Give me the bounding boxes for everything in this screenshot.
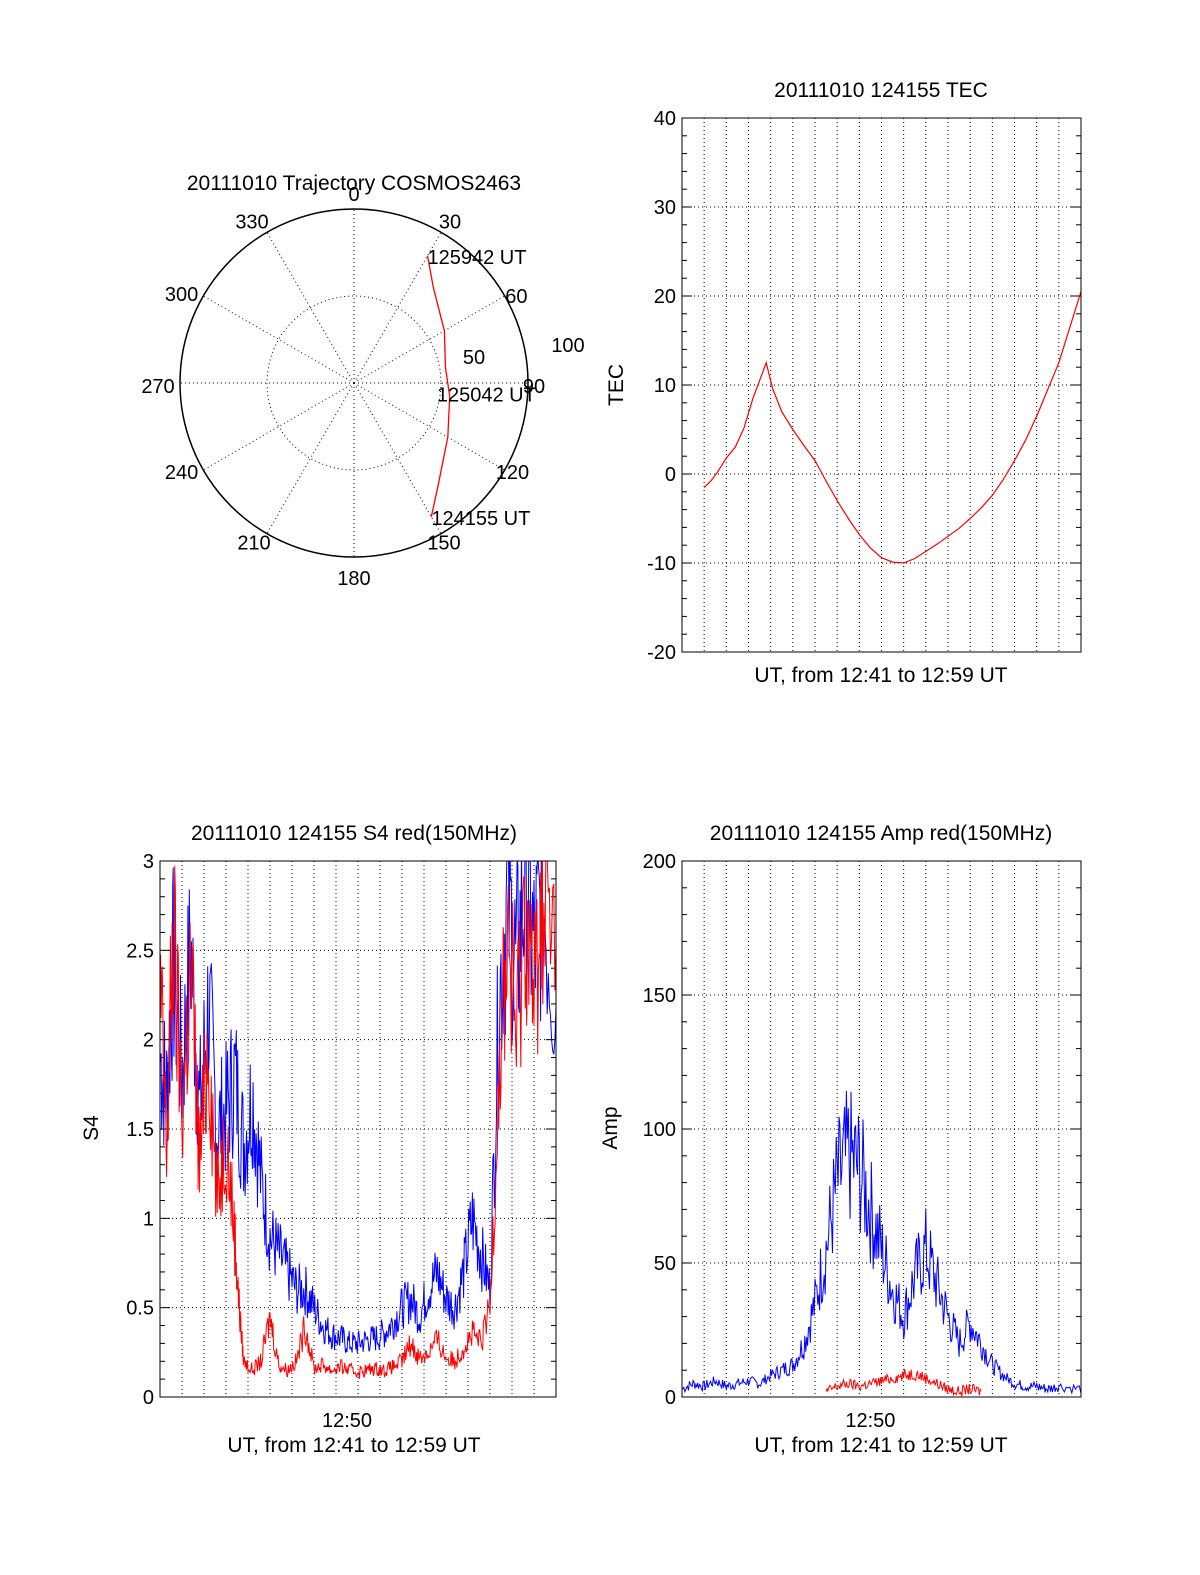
series-line bbox=[825, 1368, 982, 1397]
y-tick-label: 1.5 bbox=[126, 1119, 154, 1141]
azimuth-label: 90 bbox=[523, 376, 545, 398]
azimuth-label: 270 bbox=[141, 376, 174, 398]
s4-title: 20111010 124155 S4 red(150MHz) bbox=[191, 822, 517, 845]
time-annotation: 125042 UT bbox=[437, 385, 536, 407]
plot-frame bbox=[159, 860, 557, 1398]
series-line bbox=[160, 861, 556, 1379]
plot-frame bbox=[681, 117, 1082, 653]
series-line bbox=[703, 291, 1081, 564]
polar-grid-spoke bbox=[353, 382, 442, 534]
series-group bbox=[160, 861, 556, 1379]
tec-x-axis-label: UT, from 12:41 to 12:59 UT bbox=[754, 664, 1007, 687]
azimuth-label: 240 bbox=[165, 462, 198, 484]
azimuth-label: 180 bbox=[337, 568, 370, 590]
series-line bbox=[682, 1090, 1081, 1395]
time-annotation: 125942 UT bbox=[427, 247, 526, 269]
azimuth-label: 0 bbox=[348, 184, 359, 206]
amp-title: 20111010 124155 Amp red(150MHz) bbox=[710, 822, 1052, 845]
y-tick-label: -20 bbox=[647, 642, 676, 664]
polar-grid-spoke bbox=[203, 382, 355, 471]
tec-y-axis-label: TEC bbox=[605, 364, 628, 406]
y-tick-label: 200 bbox=[643, 851, 676, 873]
time-annotation: 124155 UT bbox=[431, 508, 530, 530]
y-tick-label: 0 bbox=[143, 1387, 154, 1409]
y-tick-label: 0 bbox=[665, 464, 676, 486]
trajectory-panel: 20111010 Trajectory COSMOS2463 030609012… bbox=[141, 172, 584, 590]
y-tick-label: 30 bbox=[654, 197, 676, 219]
azimuth-label: 210 bbox=[237, 532, 270, 554]
series-line bbox=[160, 861, 556, 1354]
y-tick-label: 50 bbox=[654, 1253, 676, 1275]
y-tick-label: 20 bbox=[654, 286, 676, 308]
trajectory-line bbox=[426, 255, 451, 518]
azimuth-label: 300 bbox=[165, 284, 198, 306]
y-tick-label: 1 bbox=[143, 1208, 154, 1230]
azimuth-label: 60 bbox=[505, 286, 527, 308]
radius-label: 50 bbox=[463, 347, 485, 369]
y-tick-label: 3 bbox=[143, 851, 154, 873]
polar-outer-circle bbox=[179, 208, 529, 558]
amp-panel: 20111010 124155 Amp red(150MHz) UT, from… bbox=[599, 822, 1082, 1457]
azimuth-label: 330 bbox=[235, 212, 268, 234]
tec-panel: 20111010 124155 TEC UT, from 12:41 to 12… bbox=[605, 79, 1082, 687]
plot-frame bbox=[681, 860, 1082, 1398]
x-tick-label: 12:50 bbox=[845, 1410, 895, 1432]
amp-y-axis-label: Amp bbox=[599, 1106, 622, 1149]
polar-grid-spoke bbox=[353, 382, 505, 471]
s4-panel: 20111010 124155 S4 red(150MHz) UT, from … bbox=[80, 822, 557, 1457]
azimuth-label: 150 bbox=[427, 532, 460, 554]
azimuth-label: 30 bbox=[439, 212, 461, 234]
polar-grid-spoke bbox=[266, 232, 355, 384]
polar-grid-spoke bbox=[203, 295, 355, 384]
polar-grid-circle bbox=[266, 295, 442, 471]
s4-y-axis-label: S4 bbox=[80, 1115, 103, 1141]
y-tick-label: 40 bbox=[654, 108, 676, 130]
polar-grid-spoke bbox=[266, 382, 355, 534]
radius-label: 100 bbox=[551, 335, 584, 357]
y-tick-label: 2.5 bbox=[126, 940, 154, 962]
y-tick-label: 10 bbox=[654, 375, 676, 397]
polar-grid-spoke bbox=[353, 295, 505, 384]
y-tick-label: 0.5 bbox=[126, 1298, 154, 1320]
s4-x-axis-label: UT, from 12:41 to 12:59 UT bbox=[227, 1434, 480, 1457]
series-group bbox=[703, 291, 1081, 564]
series-group bbox=[682, 1090, 1081, 1397]
y-tick-label: -10 bbox=[647, 553, 676, 575]
y-tick-label: 2 bbox=[143, 1030, 154, 1052]
x-tick-label: 12:50 bbox=[322, 1410, 372, 1432]
amp-x-axis-label: UT, from 12:41 to 12:59 UT bbox=[754, 1434, 1007, 1457]
y-tick-label: 100 bbox=[643, 1119, 676, 1141]
trajectory-title: 20111010 Trajectory COSMOS2463 bbox=[187, 172, 521, 195]
azimuth-label: 120 bbox=[496, 462, 529, 484]
y-tick-label: 0 bbox=[665, 1387, 676, 1409]
y-tick-label: 150 bbox=[643, 985, 676, 1007]
tec-title: 20111010 124155 TEC bbox=[774, 79, 988, 102]
polar-grid-spoke bbox=[353, 232, 442, 384]
